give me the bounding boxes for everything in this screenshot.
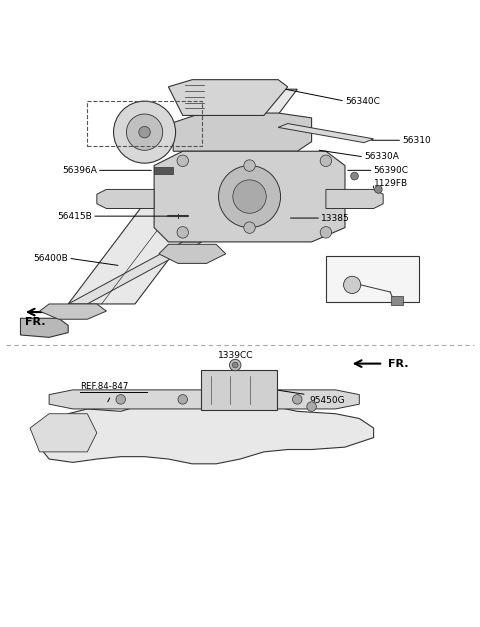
Polygon shape: [49, 390, 360, 409]
Polygon shape: [168, 80, 288, 115]
Circle shape: [233, 180, 266, 213]
Polygon shape: [173, 113, 312, 151]
Polygon shape: [154, 167, 173, 174]
Circle shape: [307, 402, 316, 411]
Text: 56340C: 56340C: [345, 97, 380, 105]
Polygon shape: [21, 319, 68, 337]
Polygon shape: [97, 189, 154, 209]
Circle shape: [244, 160, 255, 171]
Text: 1129FB: 1129FB: [373, 179, 408, 187]
Circle shape: [218, 166, 281, 228]
Circle shape: [244, 222, 255, 233]
Circle shape: [351, 172, 359, 180]
Circle shape: [177, 155, 189, 167]
Polygon shape: [326, 189, 383, 209]
Text: 56415B: 56415B: [57, 212, 92, 221]
Polygon shape: [39, 304, 107, 319]
Text: 56390C: 56390C: [373, 166, 408, 175]
Circle shape: [229, 359, 241, 371]
Circle shape: [374, 186, 382, 193]
Circle shape: [178, 394, 188, 404]
Polygon shape: [278, 124, 373, 143]
Circle shape: [139, 127, 150, 138]
Polygon shape: [68, 89, 297, 304]
Polygon shape: [154, 151, 345, 242]
Bar: [326, 256, 419, 302]
Circle shape: [292, 394, 302, 404]
Polygon shape: [159, 245, 226, 263]
Text: 95450G: 95450G: [309, 396, 345, 404]
Text: FR.: FR.: [24, 317, 45, 327]
Circle shape: [177, 226, 189, 238]
Polygon shape: [39, 404, 373, 464]
Bar: [391, 297, 403, 305]
FancyBboxPatch shape: [201, 370, 277, 410]
Circle shape: [116, 394, 125, 404]
Text: 56396A: 56396A: [62, 166, 97, 175]
Circle shape: [344, 277, 361, 293]
Circle shape: [114, 101, 176, 163]
Text: 56400B: 56400B: [34, 254, 68, 263]
Circle shape: [320, 226, 332, 238]
Circle shape: [232, 362, 238, 368]
Circle shape: [320, 155, 332, 167]
Text: REF.84-847: REF.84-847: [80, 382, 129, 391]
Polygon shape: [68, 242, 202, 304]
Text: 93691: 93691: [358, 262, 387, 271]
Polygon shape: [30, 414, 97, 452]
Text: 56310: 56310: [402, 136, 431, 145]
Text: 1339CC: 1339CC: [217, 351, 253, 361]
Text: 56330A: 56330A: [364, 152, 399, 162]
Text: FR.: FR.: [388, 359, 408, 369]
Circle shape: [126, 114, 163, 150]
Text: 13385: 13385: [321, 214, 350, 223]
